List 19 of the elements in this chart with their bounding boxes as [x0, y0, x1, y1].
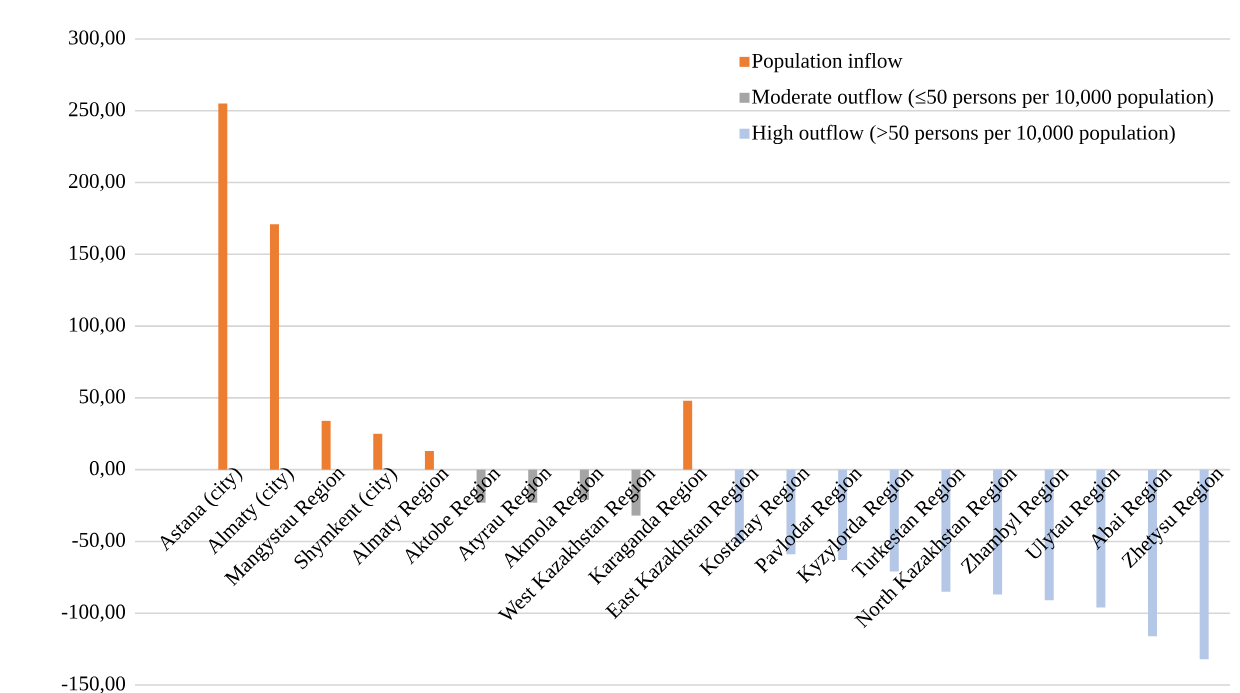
bar — [269, 224, 279, 470]
y-tick-label: -150,00 — [61, 676, 126, 693]
y-tick-label: 0,00 — [89, 461, 126, 479]
y-tick-label: 300,00 — [69, 30, 126, 48]
bar — [321, 420, 331, 470]
y-tick-label: -50,00 — [72, 532, 126, 551]
y-tick-label: 200,00 — [68, 173, 126, 192]
y-tick-label: 100,00 — [69, 317, 126, 335]
legend-label: Moderate outflow (≤50 persons per 10,000 population) — [752, 88, 1213, 109]
bar — [373, 433, 383, 470]
bar — [424, 450, 434, 470]
y-tick-label: -100,00 — [61, 604, 126, 622]
bar — [218, 103, 228, 470]
y-tick-label: 50,00 — [79, 389, 126, 407]
legend-label: Population inflow — [752, 52, 903, 73]
y-tick-label: 150,00 — [69, 245, 126, 263]
y-tick-label: 250,00 — [68, 102, 126, 120]
legend-label: High outflow (>50 persons per 10,000 population) — [752, 124, 1175, 145]
bar — [683, 400, 693, 470]
